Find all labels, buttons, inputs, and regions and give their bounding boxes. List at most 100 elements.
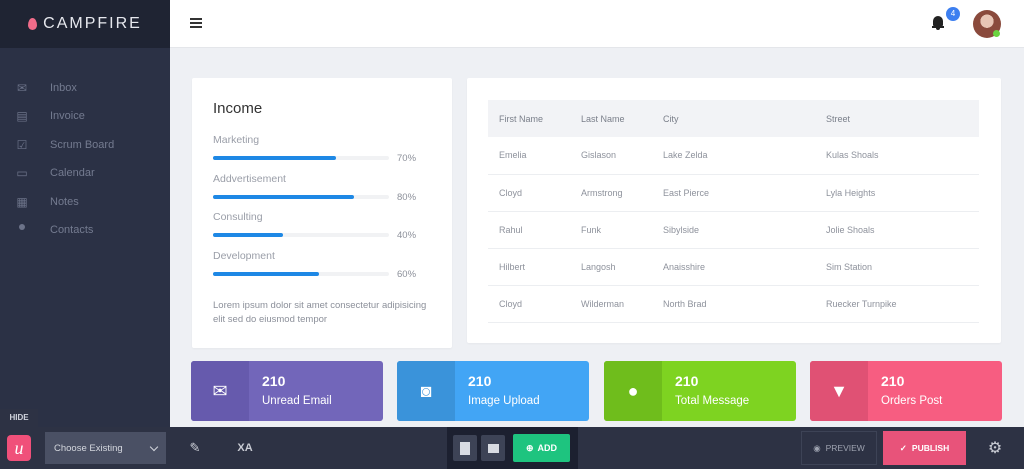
sidebar-item-scrum-board[interactable]: ☑ Scrum Board [0,135,170,155]
chat-icon: ● [627,380,639,401]
table-cell: Anaisshire [652,248,815,286]
notes-icon: ▦ [16,195,28,209]
table-row[interactable]: Emelia Gislason Lake Zelda Kulas Shoals [488,137,979,175]
table-cell: Hilbert [488,248,570,286]
app-logo[interactable]: u [7,435,31,461]
plus-circle-icon: ⊕ [525,442,534,453]
camera-icon: ◙ [420,380,432,401]
stat-label: Total Message [675,395,750,407]
sidebar-item-calendar[interactable]: ▭ Calendar [0,163,170,183]
select-value: Choose Existing [54,442,123,454]
column-header[interactable]: Street [815,100,979,137]
comment-button[interactable] [481,435,505,461]
table-cell: Wilderman [570,285,652,323]
sidebar-item-contacts[interactable]: Contacts [0,220,170,240]
table-cell: Cloyd [488,285,570,323]
editor-toolbar: u Choose Existing ✎ XA ⊕ ADD ◉ PREVIEW ✓ PU… [0,427,1024,469]
table-cell: Funk [570,211,652,249]
email-icon: ✉ [212,380,228,401]
table-cell: Armstrong [570,174,652,212]
add-label: ADD [537,443,558,453]
table-cell: Jolie Shoals [815,211,979,249]
column-header[interactable]: City [652,100,815,137]
income-title: Income [213,100,263,117]
add-button[interactable]: ⊕ ADD [513,434,570,462]
publish-label: PUBLISH [911,443,950,453]
brand[interactable]: CAMPFIRE [0,0,170,48]
table-row[interactable]: Hilbert Langosh Anaisshire Sim Station [488,248,979,286]
stat-card-orders-post[interactable]: ▼ 210 Orders Post [810,361,1002,421]
comment-icon [487,443,499,453]
publish-button[interactable]: ✓ PUBLISH [883,431,966,465]
flame-logo-icon [28,18,38,30]
check-icon: ✓ [899,442,907,453]
choose-existing-select[interactable]: Choose Existing [45,432,166,464]
cart-icon: ▼ [830,380,848,401]
income-progress-bar [213,156,389,160]
table-row[interactable]: Cloyd Wilderman North Brad Ruecker Turnpike [488,285,979,323]
clipboard-icon: ▤ [16,109,28,123]
sidebar-item-notes[interactable]: ▦ Notes [0,192,170,212]
sidebar-item-label: Inbox [50,82,77,94]
chevron-down-icon [149,442,159,451]
progress-fill [213,271,319,276]
stat-card-total-message[interactable]: ● 210 Total Message [604,361,796,421]
eye-icon: ◉ [813,442,821,453]
sidebar-item-label: Scrum Board [50,139,115,151]
column-header[interactable]: Last Name [570,100,652,137]
table-cell: Rahul [488,211,570,249]
income-item-label: Marketing [213,134,260,146]
table-cell: Sibylside [652,211,815,249]
contacts-icon [13,223,31,237]
stat-card-unread-email[interactable]: ✉ 210 Unread Email [191,361,383,421]
income-item-label: Consulting [213,211,263,223]
income-item-percent: 80% [397,191,417,203]
income-item-label: Development [213,249,275,262]
income-description: Lorem ipsum dolor sit amet consectetur a… [213,300,427,325]
stat-value: 210 [262,373,286,389]
table-cell: Langosh [570,248,652,286]
preview-label: PREVIEW [825,443,865,453]
layout-button[interactable] [453,435,477,461]
translate-icon[interactable]: XA [237,442,253,454]
table-cell: Cloyd [488,174,570,212]
mail-icon: ✉ [16,81,28,95]
settings-gear-icon[interactable]: ⚙ [987,440,1003,457]
sidebar-item-label: Contacts [50,224,94,236]
data-table-card: First Name Last Name City Street Emelia Gisl… [467,78,1001,343]
income-card: Income Marketing 70% Addvertisement 80% Co… [192,78,452,348]
sidebar-item-label: Invoice [50,110,85,122]
brand-name: CAMPFIRE [43,15,142,32]
table-row[interactable]: Rahul Funk Sibylside Jolie Shoals [488,211,979,249]
header: 4 [170,0,1024,48]
table-header-row: First Name Last Name City Street [488,100,979,137]
sidebar-item-label: Calendar [50,167,95,179]
table-cell: Emelia [488,137,570,175]
stat-label: Image Upload [468,395,540,407]
column-header[interactable]: First Name [488,100,570,137]
stat-label: Orders Post [881,395,943,407]
table-cell: Kulas Shoals [815,137,979,175]
hide-tab[interactable]: HIDE [0,409,38,427]
income-progress-bar [213,194,389,199]
sidebar-item-invoice[interactable]: ▤ Invoice [0,106,170,126]
stat-value: 210 [468,373,492,389]
table-cell: Lyla Heights [815,174,979,212]
progress-fill [213,233,284,237]
progress-fill [213,194,354,199]
calendar-icon: ▭ [16,166,28,180]
table-row[interactable]: Cloyd Armstrong East Pierce Lyla Heights [488,174,979,212]
pencil-icon[interactable]: ✎ [189,440,201,455]
preview-button[interactable]: ◉ PREVIEW [801,431,877,465]
table-cell: Gislason [570,137,652,175]
notification-bell-icon[interactable] [932,16,944,30]
menu-icon[interactable] [190,18,202,28]
income-item-label: Addvertisement [213,172,286,185]
data-table: First Name Last Name City Street Emelia Gisl… [488,100,979,323]
table-cell: North Brad [652,285,815,323]
sidebar-item-inbox[interactable]: ✉ Inbox [0,78,170,98]
sidebar-item-label: Notes [50,196,79,208]
income-progress-bar [213,233,389,237]
table-cell: Sim Station [815,248,979,286]
stat-card-image-upload[interactable]: ◙ 210 Image Upload [397,361,589,421]
